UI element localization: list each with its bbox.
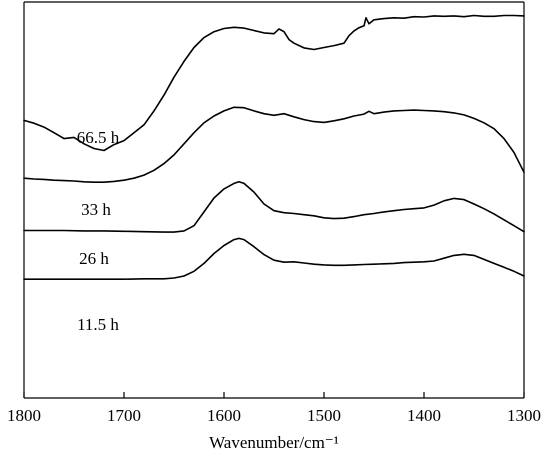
- series-line-33-h: [23, 106, 525, 183]
- series-label-66-5-h: 66.5 h: [77, 128, 120, 147]
- series-lines: [23, 14, 525, 280]
- x-tick-label-1400: 1400: [407, 406, 441, 425]
- x-tick-label-1800: 1800: [7, 406, 41, 425]
- series-label-33-h: 33 h: [81, 200, 111, 219]
- plot-frame: [23, 1, 525, 399]
- x-tick-label-1300: 1300: [507, 406, 541, 425]
- series-line-26-h: [23, 181, 525, 233]
- series-labels: 66.5 h 33 h 26 h 11.5 h: [77, 128, 120, 334]
- x-axis-label: Wavenumber/cm⁻¹: [209, 433, 339, 452]
- series-line-11-5-h: [23, 237, 525, 280]
- x-axis-ticks: [23, 392, 525, 398]
- x-axis-tick-labels: 1800 1700 1600 1500 1400 1300: [7, 406, 541, 425]
- series-label-11-5-h: 11.5 h: [77, 315, 119, 334]
- x-tick-label-1700: 1700: [107, 406, 141, 425]
- x-tick-label-1500: 1500: [307, 406, 341, 425]
- series-line-66-5-h: [23, 14, 525, 152]
- series-label-26-h: 26 h: [79, 249, 109, 268]
- x-tick-label-1600: 1600: [207, 406, 241, 425]
